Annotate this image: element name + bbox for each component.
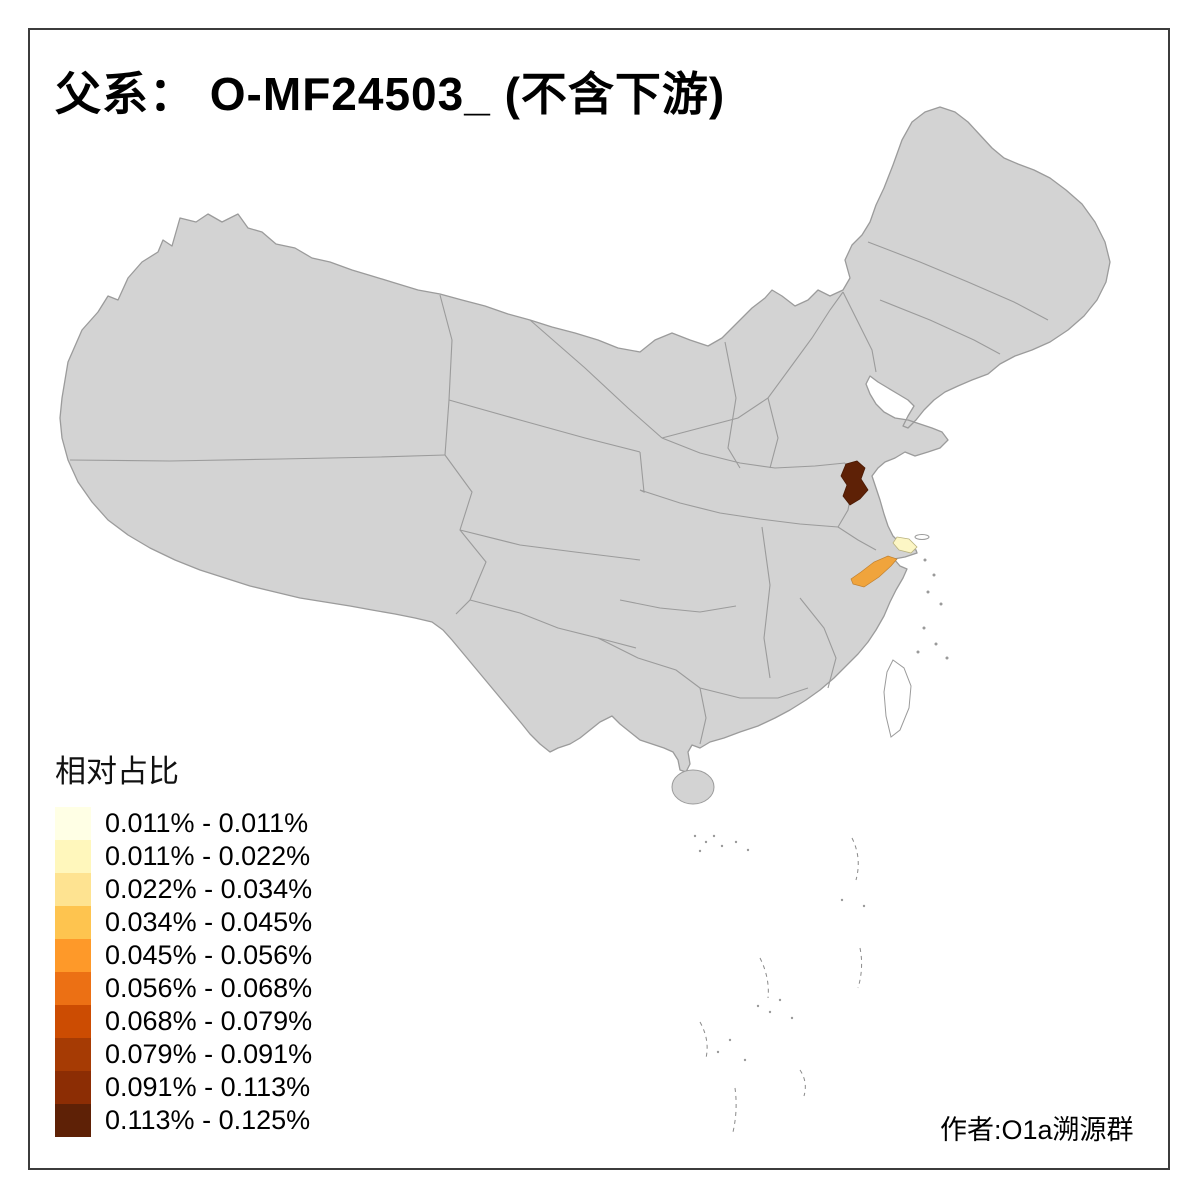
legend-label: 0.091% - 0.113% — [105, 1072, 311, 1102]
legend-item: 0.022% - 0.034% — [55, 873, 312, 906]
legend-item: 0.034% - 0.045% — [55, 906, 312, 939]
highlighted-region-orange — [850, 555, 898, 588]
legend-label: 0.056% - 0.068% — [105, 973, 313, 1003]
legend-item: 0.011% - 0.022% — [55, 840, 312, 873]
legend-item: 0.011% - 0.011% — [55, 807, 312, 840]
legend-item: 0.068% - 0.079% — [55, 1005, 312, 1038]
legend-label: 0.022% - 0.034% — [105, 874, 313, 904]
legend-label: 0.011% - 0.011% — [105, 808, 309, 838]
legend-swatch — [55, 807, 91, 840]
legend-label: 0.079% - 0.091% — [105, 1039, 313, 1069]
legend-label: 0.011% - 0.022% — [105, 841, 311, 871]
legend-swatch — [55, 1038, 91, 1071]
china-mainland-shape — [59, 106, 1111, 773]
highlighted-regions — [840, 460, 918, 588]
author-credit: 作者:O1a溯源群 — [940, 1115, 1134, 1145]
legend-label: 0.034% - 0.045% — [105, 907, 313, 937]
legend: 相对占比 0.011% - 0.011% 0.011% - 0.022% 0.0… — [55, 746, 312, 1137]
legend-item: 0.056% - 0.068% — [55, 972, 312, 1005]
legend-label: 0.045% - 0.056% — [105, 940, 313, 970]
legend-swatch — [55, 1071, 91, 1104]
legend-item: 0.079% - 0.091% — [55, 1038, 312, 1071]
legend-title: 相对占比 — [55, 754, 179, 789]
legend-label: 0.068% - 0.079% — [105, 1006, 313, 1036]
chongming-island — [914, 534, 930, 540]
legend-item: 0.113% - 0.125% — [55, 1104, 312, 1137]
legend-swatch — [55, 840, 91, 873]
highlighted-region-pale — [892, 536, 918, 554]
legend-swatch — [55, 873, 91, 906]
south-china-sea-features — [693, 834, 866, 1133]
map-title: 父系： O-MF24503_ (不含下游) — [55, 68, 726, 120]
legend-swatch — [55, 1005, 91, 1038]
legend-item: 0.091% - 0.113% — [55, 1071, 312, 1104]
hainan-island — [671, 769, 715, 805]
legend-swatch — [55, 972, 91, 1005]
legend-item: 0.045% - 0.056% — [55, 939, 312, 972]
taiwan-island — [883, 659, 912, 738]
province-borders — [69, 241, 1049, 745]
legend-label: 0.113% - 0.125% — [105, 1105, 311, 1135]
highlighted-region-darkest — [840, 460, 869, 506]
legend-swatch — [55, 939, 91, 972]
legend-swatch — [55, 906, 91, 939]
legend-swatch — [55, 1104, 91, 1137]
coastal-islets — [916, 558, 949, 660]
